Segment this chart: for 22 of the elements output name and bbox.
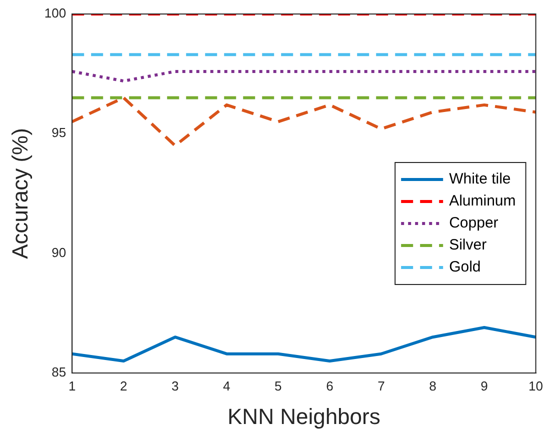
x-tick-label: 1 [68, 378, 76, 394]
x-tick-label: 4 [223, 378, 230, 394]
legend-label: Gold [449, 258, 481, 276]
x-tick-label: 9 [480, 378, 488, 394]
x-tick-label: 10 [528, 378, 544, 394]
legend-label: Silver [449, 236, 487, 254]
y-tick-label: 85 [52, 364, 66, 380]
x-tick-label: 3 [172, 378, 179, 394]
legend-label: White tile [449, 170, 511, 188]
x-axis-title: KNN Neighbors [228, 404, 380, 429]
x-tick-label: 8 [429, 378, 436, 394]
x-tick-label: 6 [326, 378, 334, 394]
x-tick-label: 7 [378, 378, 385, 394]
legend-label: Copper [449, 214, 498, 232]
y-tick-label: 100 [44, 6, 66, 21]
y-axis-title: Accuracy (%) [7, 128, 32, 259]
y-tick-label: 90 [52, 244, 66, 260]
line-series [72, 96, 536, 148]
y-tick-label: 95 [52, 125, 66, 140]
legend-label: Aluminum [449, 192, 516, 210]
x-tick-label: 2 [120, 378, 128, 394]
x-tick-label: 5 [274, 378, 282, 394]
